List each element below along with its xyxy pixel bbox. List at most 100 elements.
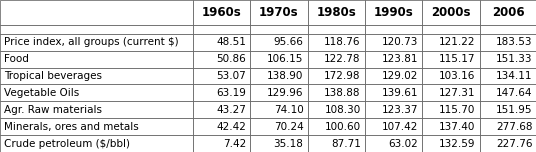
- Bar: [365, 34, 422, 51]
- Bar: [480, 85, 536, 101]
- Text: 106.15: 106.15: [267, 54, 303, 64]
- Bar: [480, 0, 536, 25]
- Text: Crude petroleum ($/bbl): Crude petroleum ($/bbl): [4, 139, 130, 149]
- Text: Price index, all groups (current $): Price index, all groups (current $): [4, 37, 179, 47]
- Text: 115.17: 115.17: [439, 54, 475, 64]
- Bar: [193, 51, 250, 67]
- Bar: [193, 25, 250, 34]
- Bar: [308, 51, 365, 67]
- Text: 95.66: 95.66: [273, 37, 303, 47]
- Bar: [480, 51, 536, 67]
- Bar: [0, 85, 193, 101]
- Text: 50.86: 50.86: [216, 54, 246, 64]
- Text: 138.88: 138.88: [324, 88, 361, 98]
- Bar: [308, 34, 365, 51]
- Text: 7.42: 7.42: [223, 139, 246, 149]
- Bar: [365, 0, 422, 25]
- Text: 147.64: 147.64: [496, 88, 533, 98]
- Text: 127.31: 127.31: [439, 88, 475, 98]
- Bar: [0, 135, 193, 152]
- Text: 134.11: 134.11: [496, 71, 533, 81]
- Bar: [308, 0, 365, 25]
- Bar: [250, 51, 308, 67]
- Text: 139.61: 139.61: [382, 88, 418, 98]
- Bar: [193, 101, 250, 118]
- Text: 172.98: 172.98: [324, 71, 361, 81]
- Bar: [250, 135, 308, 152]
- Bar: [250, 85, 308, 101]
- Bar: [193, 0, 250, 25]
- Bar: [365, 118, 422, 135]
- Bar: [422, 118, 480, 135]
- Bar: [365, 25, 422, 34]
- Text: 87.71: 87.71: [331, 139, 361, 149]
- Text: 53.07: 53.07: [216, 71, 246, 81]
- Text: 123.81: 123.81: [382, 54, 418, 64]
- Text: 63.19: 63.19: [216, 88, 246, 98]
- Bar: [250, 34, 308, 51]
- Bar: [308, 101, 365, 118]
- Text: 48.51: 48.51: [216, 37, 246, 47]
- Text: Vegetable Oils: Vegetable Oils: [4, 88, 79, 98]
- Bar: [250, 0, 308, 25]
- Text: 118.76: 118.76: [324, 37, 361, 47]
- Text: 70.24: 70.24: [273, 122, 303, 132]
- Bar: [0, 51, 193, 67]
- Text: 35.18: 35.18: [273, 139, 303, 149]
- Bar: [422, 0, 480, 25]
- Bar: [422, 135, 480, 152]
- Bar: [193, 67, 250, 85]
- Bar: [0, 34, 193, 51]
- Text: 151.33: 151.33: [496, 54, 533, 64]
- Text: 122.78: 122.78: [324, 54, 361, 64]
- Bar: [365, 85, 422, 101]
- Bar: [193, 34, 250, 51]
- Text: 132.59: 132.59: [439, 139, 475, 149]
- Bar: [0, 118, 193, 135]
- Bar: [308, 25, 365, 34]
- Bar: [0, 25, 193, 34]
- Text: 1960s: 1960s: [202, 6, 242, 19]
- Bar: [480, 101, 536, 118]
- Bar: [480, 135, 536, 152]
- Text: 129.02: 129.02: [382, 71, 418, 81]
- Bar: [480, 67, 536, 85]
- Text: 107.42: 107.42: [382, 122, 418, 132]
- Bar: [480, 34, 536, 51]
- Bar: [193, 85, 250, 101]
- Text: 183.53: 183.53: [496, 37, 533, 47]
- Text: 100.60: 100.60: [325, 122, 361, 132]
- Bar: [365, 67, 422, 85]
- Text: 43.27: 43.27: [216, 105, 246, 115]
- Bar: [308, 85, 365, 101]
- Text: 138.90: 138.90: [267, 71, 303, 81]
- Bar: [0, 67, 193, 85]
- Text: 151.95: 151.95: [496, 105, 533, 115]
- Bar: [422, 51, 480, 67]
- Text: 108.30: 108.30: [324, 105, 361, 115]
- Bar: [0, 0, 193, 25]
- Bar: [480, 25, 536, 34]
- Bar: [422, 34, 480, 51]
- Text: Food: Food: [4, 54, 29, 64]
- Text: 63.02: 63.02: [388, 139, 418, 149]
- Bar: [250, 118, 308, 135]
- Bar: [422, 101, 480, 118]
- Text: 2006: 2006: [492, 6, 525, 19]
- Bar: [308, 67, 365, 85]
- Bar: [0, 101, 193, 118]
- Text: 129.96: 129.96: [267, 88, 303, 98]
- Bar: [422, 67, 480, 85]
- Text: 137.40: 137.40: [439, 122, 475, 132]
- Bar: [308, 135, 365, 152]
- Text: 115.70: 115.70: [439, 105, 475, 115]
- Bar: [365, 51, 422, 67]
- Bar: [365, 135, 422, 152]
- Text: 120.73: 120.73: [382, 37, 418, 47]
- Text: 123.37: 123.37: [382, 105, 418, 115]
- Text: 1980s: 1980s: [316, 6, 356, 19]
- Text: 42.42: 42.42: [216, 122, 246, 132]
- Text: Agr. Raw materials: Agr. Raw materials: [4, 105, 102, 115]
- Text: 2000s: 2000s: [431, 6, 471, 19]
- Text: Tropical beverages: Tropical beverages: [4, 71, 102, 81]
